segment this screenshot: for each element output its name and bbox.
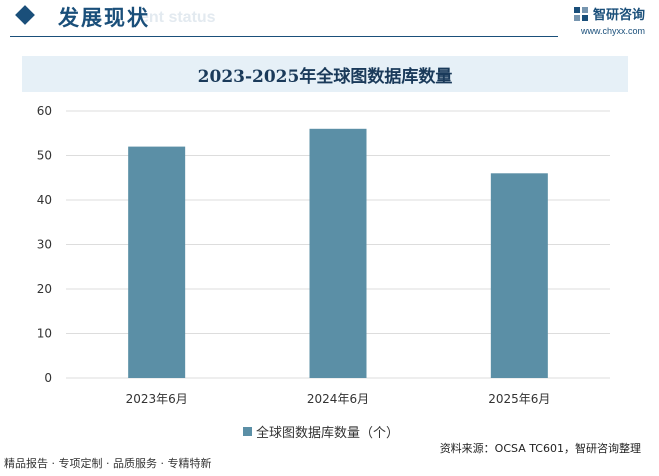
header: ent status 发展现状 智研咨询 www.chyxx.com: [0, 0, 659, 36]
section-title: 发展现状: [58, 6, 150, 30]
y-tick-label: 0: [44, 371, 52, 385]
y-tick-label: 30: [37, 238, 52, 252]
y-tick-label: 40: [37, 193, 52, 207]
brand-logo-icon: [573, 6, 588, 21]
y-tick-label: 10: [37, 327, 52, 341]
legend-swatch: [243, 427, 252, 436]
bar: [128, 146, 186, 378]
section-title-en: ent status: [140, 9, 216, 26]
x-tick-label: 2023年6月: [126, 392, 188, 406]
x-tick-label: 2024年6月: [307, 392, 369, 406]
legend: 全球图数据库数量（个）: [243, 422, 399, 441]
footer-tagline: 精品报告 · 专项定制 · 品质服务 · 专精特新: [4, 457, 212, 470]
y-tick-label: 50: [37, 149, 52, 163]
bar: [309, 128, 367, 378]
brand-row: 智研咨询: [573, 4, 645, 23]
chart-title-bar: 2023-2025年全球图数据库数量: [22, 56, 628, 92]
brand: 智研咨询 www.chyxx.com: [573, 4, 645, 36]
legend-label: 全球图数据库数量（个）: [256, 426, 400, 441]
header-divider: [10, 36, 558, 37]
source-note: 资料来源：OCSA TC601，智研咨询整理: [439, 442, 641, 455]
brand-url: www.chyxx.com: [580, 26, 645, 36]
bar: [490, 173, 548, 378]
y-tick-label: 60: [37, 104, 52, 118]
brand-name: 智研咨询: [592, 8, 645, 23]
x-tick-label: 2025年6月: [488, 392, 550, 406]
y-tick-label: 20: [37, 282, 52, 296]
chart-title: 2023-2025年全球图数据库数量: [197, 66, 453, 87]
